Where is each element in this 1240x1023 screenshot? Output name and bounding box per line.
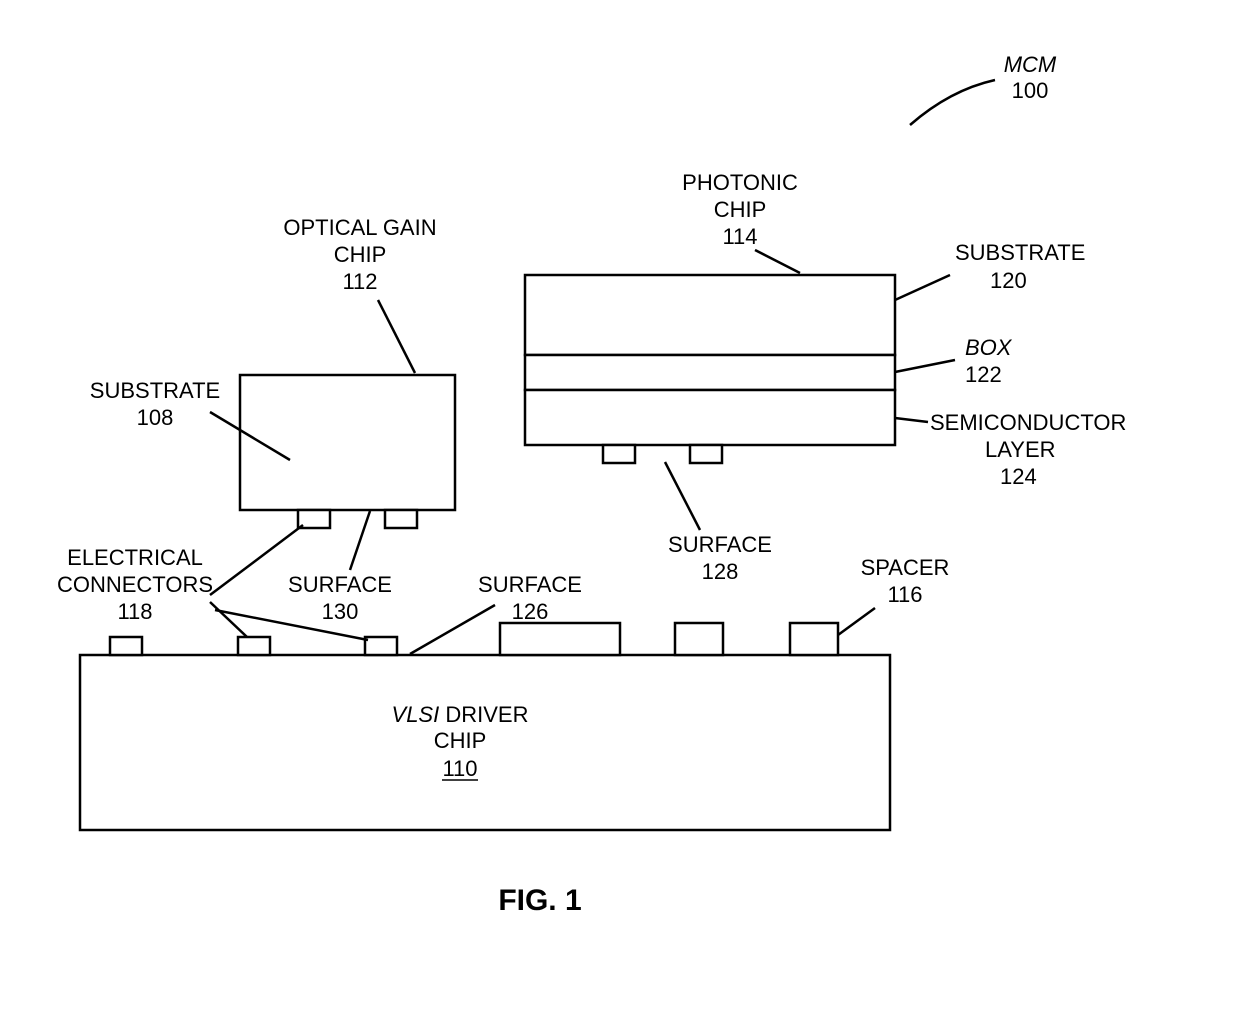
electrical-connector-rect [690, 445, 722, 463]
surface-128-number: 128 [702, 559, 739, 584]
semiconductor-layer-number: 124 [1000, 464, 1037, 489]
substrate-120-leader [895, 275, 950, 300]
substrate-120-box [525, 275, 895, 355]
electrical-connector-rect [603, 445, 635, 463]
vlsi-driver-chip-number: 110 [442, 756, 477, 781]
substrate-108-label: SUBSTRATE [90, 378, 220, 403]
surface-130-number: 130 [322, 599, 359, 624]
vlsi-driver-chip-label2: CHIP [434, 728, 487, 753]
substrate-120-number: 120 [990, 268, 1027, 293]
surface-128-label: SURFACE [668, 532, 772, 557]
surface-130-leader [350, 511, 370, 570]
photonic-chip-leader [755, 250, 800, 273]
electrical-connector-rect [365, 637, 397, 655]
surface-130-label: SURFACE [288, 572, 392, 597]
surface-126-leader [410, 605, 495, 654]
spacer-rect [675, 623, 723, 655]
box-122-rect [525, 355, 895, 390]
electrical-connectors-leader-2 [210, 602, 247, 637]
electrical-connectors-number: 118 [117, 599, 152, 624]
optical-gain-chip-leader [378, 300, 415, 373]
spacer-rect [500, 623, 620, 655]
surface-126-label: SURFACE [478, 572, 582, 597]
substrate-120-label: SUBSTRATE [955, 240, 1085, 265]
photonic-chip-label2: CHIP [714, 197, 767, 222]
mcm-number: 100 [1012, 78, 1049, 103]
optical-gain-chip-box [240, 375, 455, 510]
electrical-connectors-label2: CONNECTORS [57, 572, 213, 597]
spacer-rect [790, 623, 838, 655]
optical-gain-chip-label: OPTICAL GAIN [283, 215, 436, 240]
optical-gain-chip-label2: CHIP [334, 242, 387, 267]
box-122-leader [895, 360, 955, 372]
semiconductor-layer-leader [895, 418, 928, 422]
box-122-label: BOX [965, 335, 1013, 360]
semiconductor-layer-label: SEMICONDUCTOR [930, 410, 1126, 435]
semiconductor-layer-box [525, 390, 895, 445]
box-122-number: 122 [965, 362, 1002, 387]
surface-128-leader [665, 462, 700, 530]
electrical-connectors-label: ELECTRICAL [67, 545, 203, 570]
photonic-chip-number: 114 [722, 224, 757, 249]
spacer-leader [838, 608, 875, 635]
vlsi-driver-chip-label: VLSI DRIVER [392, 702, 529, 727]
electrical-connector-rect [238, 637, 270, 655]
mcm-leader [910, 80, 995, 125]
mcm-label: MCM [1004, 52, 1057, 77]
surface-126-number: 126 [512, 599, 549, 624]
spacer-number: 116 [887, 582, 922, 607]
optical-gain-chip-number: 112 [342, 269, 377, 294]
electrical-connector-rect [385, 510, 417, 528]
figure-caption: FIG. 1 [498, 884, 581, 917]
electrical-connector-rect [110, 637, 142, 655]
spacer-label: SPACER [861, 555, 950, 580]
photonic-chip-label: PHOTONIC [682, 170, 798, 195]
substrate-108-number: 108 [137, 405, 174, 430]
semiconductor-layer-label2: LAYER [985, 437, 1056, 462]
